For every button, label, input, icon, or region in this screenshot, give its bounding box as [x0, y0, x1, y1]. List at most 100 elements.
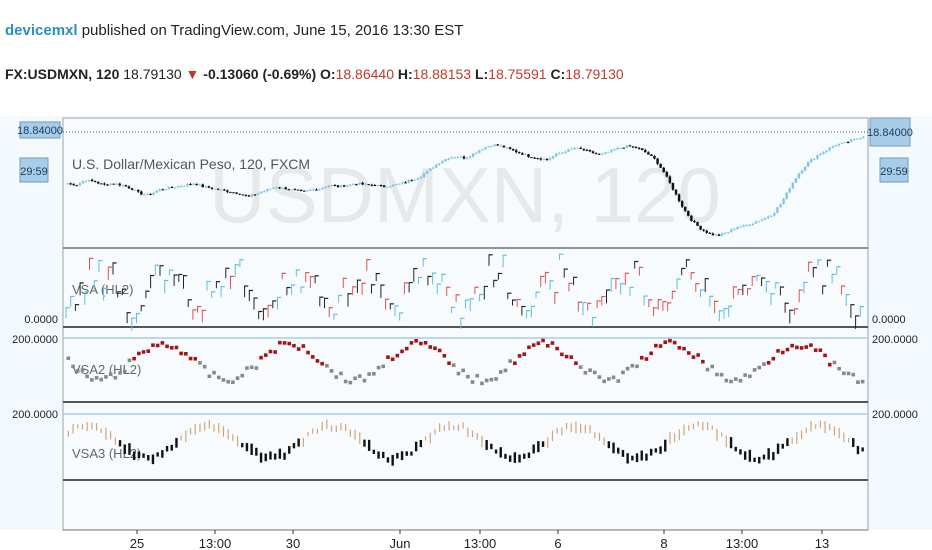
vsa2-dot — [574, 361, 578, 365]
vsa-step — [479, 293, 484, 296]
vsa3-pane[interactable]: VSA3 (HL2) 200.0000 200.0000 — [12, 409, 918, 466]
vsa-step — [620, 283, 625, 285]
vsa-step — [98, 259, 103, 262]
vsa2-dot — [560, 352, 564, 357]
candle-body — [733, 229, 736, 231]
candle-body — [754, 221, 758, 224]
x-tick-label: 13:00 — [726, 536, 759, 550]
vsa2-dot — [461, 368, 465, 373]
candle-body — [173, 187, 177, 189]
candle-body — [78, 183, 82, 186]
vsa-step — [700, 289, 705, 291]
candle-body — [634, 146, 638, 148]
vsa-step — [329, 307, 333, 309]
vsa-step — [550, 280, 554, 282]
vsa2-dot — [715, 372, 719, 377]
vsa2-dot — [127, 358, 132, 363]
price-chart[interactable]: USDMXN, 120 U.S. Dollar/Mexican Peso, 12… — [0, 112, 932, 550]
vsa2-dot — [799, 346, 804, 350]
candle-body — [542, 158, 546, 160]
candle-body — [840, 142, 844, 144]
vsa2-dot — [169, 345, 174, 350]
candle-body — [398, 183, 401, 185]
vsa-step — [818, 259, 822, 261]
candle-body — [382, 185, 386, 188]
candle-body — [229, 191, 232, 193]
vsa2-dot — [400, 349, 404, 354]
vsa-step — [738, 288, 742, 291]
candle-body — [751, 223, 755, 225]
vsa2-dot — [207, 374, 212, 379]
vsa2-dot — [146, 349, 151, 353]
vsa-step — [164, 279, 169, 282]
vsa-step — [503, 254, 507, 256]
vsa2-dot — [442, 353, 447, 358]
candle-body — [822, 152, 825, 154]
vsa-step — [348, 293, 352, 295]
vsa2-dot — [498, 370, 503, 374]
main-pane[interactable]: U.S. Dollar/Mexican Peso, 120, FXCM — [63, 131, 868, 237]
vsa2-dot — [85, 374, 89, 379]
candle-body — [625, 145, 629, 148]
vsa2-dot — [466, 374, 470, 379]
candle-body — [557, 153, 561, 155]
vsa2-dot — [456, 371, 461, 376]
low-value: 18.75591 — [488, 66, 547, 82]
vsa2-dot — [748, 374, 752, 379]
author-link[interactable]: devicemxl — [5, 22, 78, 39]
candle-body — [862, 136, 865, 139]
candle-body — [773, 212, 776, 216]
vsa-step — [639, 266, 644, 268]
vsa2-dot — [480, 381, 484, 386]
time-axis[interactable]: 25 13:00 30 Jun 13:00 6 8 13:00 13 — [63, 529, 868, 550]
candle-body — [730, 229, 733, 233]
vsa-step — [794, 308, 799, 310]
candle-body — [287, 189, 291, 191]
vsa2-dot — [531, 343, 536, 347]
vsa2-dot — [235, 376, 240, 380]
vsa-pane[interactable]: VSA (HL2) 0.0000 0.0000 — [24, 253, 906, 331]
vsa-step — [75, 304, 80, 306]
close-value: 18.79130 — [565, 66, 624, 82]
vsa-step — [127, 312, 131, 314]
price-badge-right-text: 18.84000 — [867, 127, 913, 139]
candles — [66, 136, 865, 237]
vsa2-dot — [212, 370, 216, 375]
candle-body — [453, 157, 456, 159]
candle-body — [468, 156, 472, 158]
vsa2-dot — [508, 359, 512, 363]
candle-body — [659, 163, 662, 168]
vsa2-dot — [827, 362, 832, 367]
candle-body — [410, 180, 413, 182]
chart-header: devicemxl published on TradingView.com, … — [0, 0, 932, 112]
candle-body — [90, 179, 94, 181]
candle-body — [597, 153, 601, 155]
vsa-step — [677, 278, 681, 280]
vsa2-dot — [701, 359, 705, 364]
vsa-step — [216, 281, 221, 283]
vsa-step — [324, 297, 329, 299]
candle-body — [109, 183, 112, 186]
x-tick-label: 30 — [286, 536, 300, 550]
vsa-step — [827, 259, 832, 261]
vsa-step — [282, 272, 286, 274]
candle-body — [702, 229, 705, 231]
vsa2-pane[interactable]: VSA2 (HL2) 200.0000 200.0000 — [12, 334, 918, 386]
low-label: L: — [474, 66, 489, 82]
candle-body — [760, 219, 764, 222]
vsa-step — [80, 282, 84, 284]
vsa-step — [89, 257, 94, 259]
countdown-badge-left — [19, 157, 49, 183]
vsa2-dot — [339, 371, 343, 376]
x-tick-label: 6 — [554, 536, 561, 550]
candle-body — [711, 233, 715, 236]
vsa2-dot — [489, 377, 494, 382]
vsa-step — [423, 258, 427, 260]
vsa-step — [460, 317, 465, 319]
candle-body — [647, 152, 650, 155]
vsa-step — [117, 291, 122, 293]
candle-body — [475, 152, 478, 154]
candle-body — [816, 155, 819, 159]
vsa-step — [310, 276, 315, 278]
vsa2-dot — [278, 340, 282, 345]
